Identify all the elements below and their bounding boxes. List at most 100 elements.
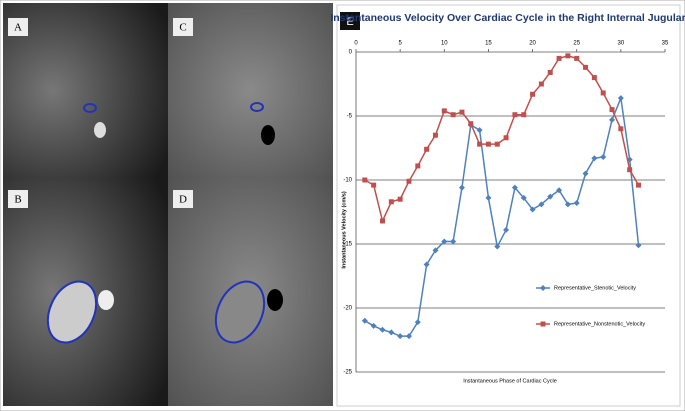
x-axis-label: Instantaneous Phase of Cardiac Cycle bbox=[463, 378, 557, 384]
marker bbox=[494, 141, 500, 147]
marker bbox=[485, 194, 492, 201]
marker bbox=[370, 322, 377, 329]
label-box bbox=[340, 12, 360, 30]
marker bbox=[441, 238, 448, 245]
label-box bbox=[173, 190, 193, 208]
marker bbox=[538, 201, 545, 208]
label-box bbox=[173, 18, 193, 36]
marker bbox=[530, 91, 536, 97]
marker bbox=[494, 243, 501, 250]
y-tick-label: -10 bbox=[343, 178, 352, 184]
marker bbox=[618, 126, 624, 132]
marker bbox=[379, 218, 385, 224]
series-line bbox=[364, 95, 640, 337]
legend-marker bbox=[540, 285, 546, 291]
y-tick-label: 0 bbox=[349, 50, 353, 56]
panel-label: C bbox=[179, 22, 186, 34]
vessel bbox=[94, 122, 106, 138]
marker bbox=[441, 108, 447, 114]
chart-area bbox=[336, 4, 681, 407]
panel-label: E bbox=[346, 16, 353, 28]
marker bbox=[600, 90, 606, 96]
marker bbox=[583, 64, 589, 70]
marker bbox=[636, 182, 642, 188]
marker bbox=[415, 163, 421, 169]
panel-label: D bbox=[179, 194, 187, 206]
marker bbox=[485, 141, 491, 147]
marker bbox=[573, 200, 580, 207]
marker bbox=[617, 95, 624, 102]
panel-c bbox=[168, 3, 333, 178]
roi bbox=[250, 102, 264, 112]
marker bbox=[450, 112, 456, 118]
y-tick-label: -25 bbox=[343, 370, 352, 376]
marker bbox=[512, 112, 518, 118]
marker bbox=[397, 333, 404, 340]
x-tick-label: 20 bbox=[529, 41, 536, 47]
marker bbox=[591, 155, 598, 162]
y-tick-label: -20 bbox=[343, 306, 352, 312]
panel-label: B bbox=[14, 194, 21, 206]
label-box bbox=[8, 18, 28, 36]
y-tick-label: -5 bbox=[347, 114, 353, 120]
x-tick-label: 0 bbox=[354, 41, 358, 47]
marker bbox=[503, 226, 510, 233]
marker bbox=[362, 177, 368, 183]
marker bbox=[627, 167, 633, 173]
legend-label: Representative_Stenotic_Velocity bbox=[554, 285, 636, 291]
marker bbox=[609, 116, 616, 123]
mri-panels: A B C D bbox=[3, 3, 333, 406]
marker bbox=[556, 187, 563, 194]
marker bbox=[582, 170, 589, 177]
x-tick-label: 25 bbox=[573, 41, 580, 47]
marker bbox=[609, 107, 615, 113]
vessel bbox=[267, 289, 283, 311]
label-box bbox=[8, 190, 28, 208]
marker bbox=[423, 261, 430, 268]
x-tick-label: 30 bbox=[618, 41, 625, 47]
y-axis-label: Instantaneous Velocity (cm/s) bbox=[341, 191, 347, 268]
marker bbox=[379, 326, 386, 333]
marker bbox=[361, 317, 368, 324]
marker bbox=[397, 196, 403, 202]
x-tick-label: 10 bbox=[441, 41, 448, 47]
marker bbox=[521, 112, 527, 118]
marker bbox=[520, 194, 527, 201]
legend-marker bbox=[540, 321, 546, 327]
legend-label: Representative_Nonstenotic_Velocity bbox=[554, 321, 645, 327]
marker bbox=[477, 141, 483, 147]
panel-a bbox=[3, 3, 168, 178]
vessel bbox=[98, 290, 114, 310]
marker bbox=[405, 333, 412, 340]
roi bbox=[83, 103, 97, 113]
y-tick-label: -15 bbox=[343, 242, 352, 248]
marker bbox=[547, 69, 553, 75]
plot: 0 -5 -10 -15 -20 -25 0 5 10 15 20 25 30 35 Representat… bbox=[343, 41, 669, 376]
panel-label: A bbox=[14, 22, 22, 34]
x-tick-label: 15 bbox=[485, 41, 492, 47]
vessel bbox=[261, 125, 275, 145]
marker bbox=[564, 201, 571, 208]
marker bbox=[432, 132, 438, 138]
marker bbox=[635, 242, 642, 249]
marker bbox=[388, 199, 394, 205]
marker bbox=[600, 153, 607, 160]
marker bbox=[503, 135, 509, 141]
marker bbox=[591, 75, 597, 81]
marker bbox=[424, 146, 430, 152]
x-tick-label: 35 bbox=[662, 41, 669, 47]
marker bbox=[565, 53, 571, 59]
marker bbox=[468, 121, 474, 127]
marker bbox=[529, 206, 536, 213]
marker bbox=[574, 55, 580, 61]
marker bbox=[450, 238, 457, 245]
marker bbox=[388, 329, 395, 336]
marker bbox=[432, 247, 439, 254]
marker bbox=[476, 127, 483, 134]
chart-title: Instantaneous Velocity Over Cardiac Cycl… bbox=[330, 12, 685, 24]
marker bbox=[556, 55, 562, 61]
marker bbox=[414, 319, 421, 326]
roi bbox=[46, 280, 98, 344]
marker bbox=[538, 81, 544, 87]
